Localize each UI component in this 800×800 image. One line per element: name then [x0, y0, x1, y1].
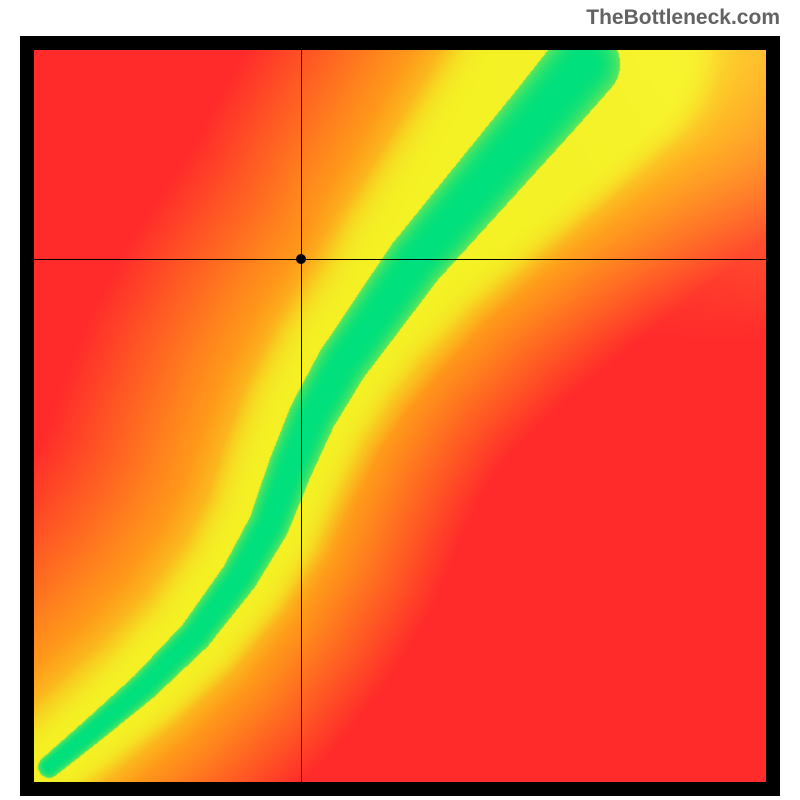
crosshair-vertical [301, 50, 302, 782]
chart-container: TheBottleneck.com [0, 0, 800, 800]
crosshair-horizontal [34, 259, 766, 260]
plot-area [20, 36, 780, 796]
heatmap-canvas [34, 50, 766, 782]
selection-marker [296, 254, 306, 264]
watermark-text: TheBottleneck.com [586, 6, 780, 30]
